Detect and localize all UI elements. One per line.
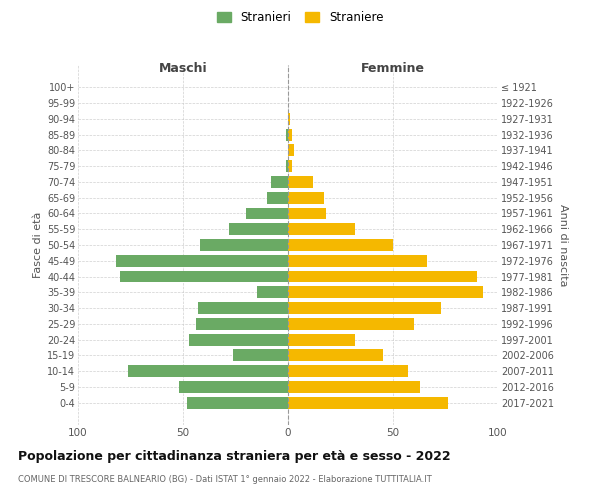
Bar — [288, 128, 292, 140]
Text: Maschi: Maschi — [158, 62, 208, 74]
Bar — [179, 381, 288, 393]
Bar — [288, 208, 326, 220]
Y-axis label: Fasce di età: Fasce di età — [32, 212, 43, 278]
Bar — [233, 350, 288, 362]
Bar — [288, 224, 355, 235]
Bar — [286, 128, 288, 140]
Bar — [288, 160, 292, 172]
Bar — [196, 318, 288, 330]
Y-axis label: Anni di nascita: Anni di nascita — [558, 204, 568, 286]
Text: Femmine: Femmine — [361, 62, 425, 74]
Bar — [187, 397, 288, 408]
Bar — [288, 397, 448, 408]
Text: Popolazione per cittadinanza straniera per età e sesso - 2022: Popolazione per cittadinanza straniera p… — [18, 450, 451, 463]
Bar — [288, 381, 421, 393]
Bar — [267, 192, 288, 203]
Bar — [189, 334, 288, 345]
Bar — [288, 318, 414, 330]
Bar — [116, 255, 288, 266]
Bar — [120, 270, 288, 282]
Text: COMUNE DI TRESCORE BALNEARIO (BG) - Dati ISTAT 1° gennaio 2022 - Elaborazione TU: COMUNE DI TRESCORE BALNEARIO (BG) - Dati… — [18, 475, 432, 484]
Legend: Stranieri, Straniere: Stranieri, Straniere — [214, 8, 386, 26]
Bar — [288, 192, 324, 203]
Bar — [288, 144, 295, 156]
Bar — [288, 366, 408, 377]
Bar — [288, 255, 427, 266]
Bar — [128, 366, 288, 377]
Bar — [288, 176, 313, 188]
Bar — [198, 302, 288, 314]
Bar — [288, 286, 484, 298]
Bar — [288, 302, 442, 314]
Bar — [286, 160, 288, 172]
Bar — [288, 113, 290, 124]
Bar — [288, 239, 393, 251]
Bar — [271, 176, 288, 188]
Bar — [288, 350, 383, 362]
Bar — [246, 208, 288, 220]
Bar — [257, 286, 288, 298]
Bar — [288, 334, 355, 345]
Bar — [200, 239, 288, 251]
Bar — [288, 270, 477, 282]
Bar — [229, 224, 288, 235]
